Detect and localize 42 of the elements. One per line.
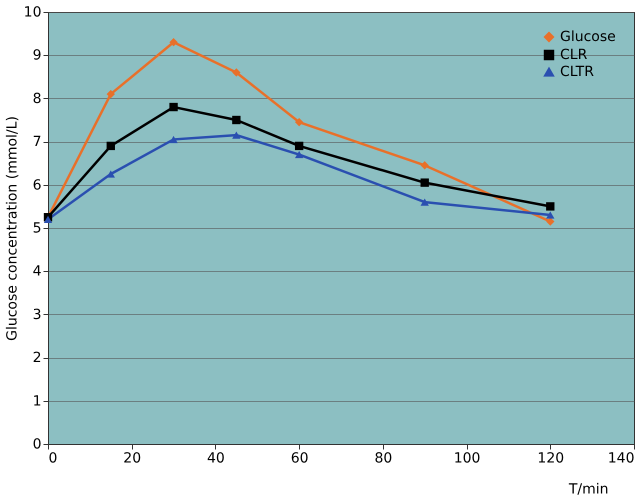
y-tick-label: 6 xyxy=(32,177,42,194)
x-axis-title: T/min xyxy=(568,482,608,498)
point xyxy=(420,161,429,170)
point xyxy=(169,38,178,46)
y-tick-label: 0 xyxy=(32,436,42,452)
point xyxy=(294,150,304,158)
point xyxy=(420,178,429,187)
point xyxy=(44,216,52,223)
x-tick-label: 40 xyxy=(207,450,225,466)
point xyxy=(294,142,304,150)
y-tick-label: 10 xyxy=(24,4,42,20)
legend-label: CLTR xyxy=(560,64,594,80)
y-tick-label: 9 xyxy=(32,48,42,64)
point xyxy=(232,116,241,124)
point xyxy=(420,198,429,206)
point xyxy=(294,118,304,126)
y-tick-label: 2 xyxy=(32,350,42,366)
x-tick-label: 100 xyxy=(454,450,480,466)
y-tick-label: 5 xyxy=(32,220,42,236)
y-tick-label: 7 xyxy=(32,134,42,150)
point xyxy=(106,170,115,178)
y-tick-label: 8 xyxy=(32,90,42,107)
point xyxy=(546,202,554,211)
point xyxy=(169,136,178,144)
point xyxy=(106,142,115,150)
x-tick-label: 60 xyxy=(290,450,309,466)
x-tick-label: 120 xyxy=(537,450,564,466)
x-tick-label: 80 xyxy=(374,450,392,466)
legend-label: CLR xyxy=(560,47,588,63)
point xyxy=(169,102,178,112)
x-tick-label: 20 xyxy=(123,450,142,466)
point xyxy=(106,90,115,98)
point xyxy=(546,211,554,219)
y-tick-label: 4 xyxy=(32,264,42,280)
y-tick-label: 3 xyxy=(32,306,42,323)
x-tick-label: 140 xyxy=(608,450,634,466)
x-tick-label: 0 xyxy=(48,450,58,466)
point xyxy=(232,131,241,139)
y-axis-title: Glucose concentration (mmol/L) xyxy=(4,116,21,341)
point xyxy=(232,68,241,77)
legend-label: Glucose xyxy=(560,29,616,45)
y-tick-label: 1 xyxy=(32,393,42,410)
